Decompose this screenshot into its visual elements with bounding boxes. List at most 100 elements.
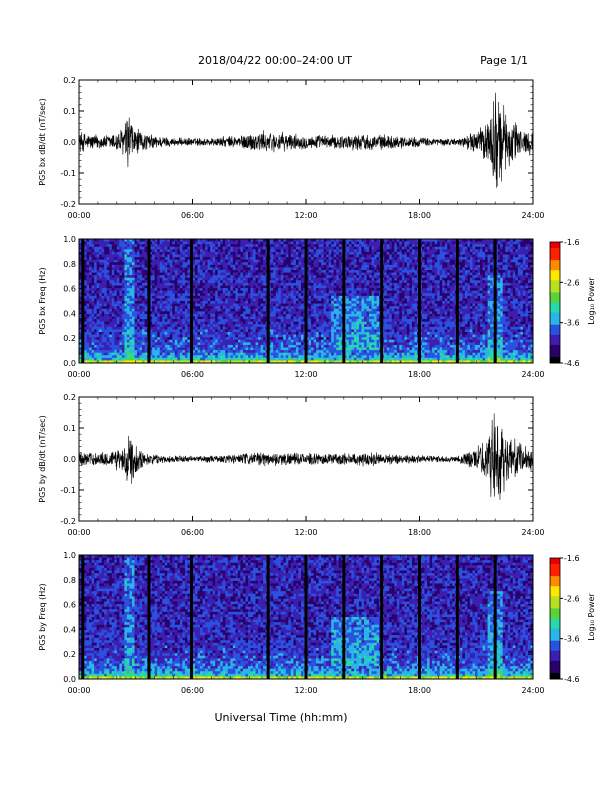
spectrogram-cell [295, 355, 299, 359]
spectrogram-cell [184, 251, 188, 255]
spectrogram-cell [149, 301, 153, 304]
spectrogram-cell [124, 360, 128, 364]
spectrogram-cell [99, 262, 103, 266]
spectrogram-cell [285, 264, 289, 268]
spectrogram-cell [152, 282, 156, 286]
spectrogram-cell [227, 303, 231, 307]
spectrogram-cell [96, 306, 100, 310]
spectrogram-cell [253, 301, 256, 304]
spectrogram-cell [131, 270, 135, 273]
spectrogram-cell [111, 285, 115, 289]
spectrogram-cell [86, 277, 90, 281]
spectrogram-cell [89, 298, 93, 302]
spectrogram-cell [308, 326, 312, 330]
spectrogram-cell [99, 352, 103, 356]
spectrogram-cell [247, 277, 251, 281]
spectrogram-cell [245, 324, 249, 328]
spectrogram-cell [227, 308, 231, 312]
spectrogram-cell [169, 272, 173, 276]
spectrogram-cell [230, 293, 234, 297]
spectrogram-cell [200, 344, 203, 348]
spectrogram-cell [139, 262, 143, 266]
spectrogram-cell [202, 339, 206, 343]
spectrogram-cell [215, 277, 219, 281]
spectrogram-cell [285, 332, 289, 335]
spectrogram-cell [255, 285, 259, 289]
spectrogram-cell [328, 267, 332, 271]
spectrogram-cell [313, 311, 317, 315]
spectrogram-cell [222, 272, 226, 276]
spectrogram-cell [202, 264, 206, 268]
spectrogram-cell [230, 332, 234, 335]
spectrogram-cell [179, 298, 183, 302]
spectrogram-cell [114, 303, 118, 307]
spectrogram-cell [129, 360, 133, 364]
spectrogram-cell [111, 249, 115, 253]
spectrogram-cell [131, 303, 135, 307]
spectrogram-cell [101, 277, 105, 281]
spectrogram-cell [220, 319, 224, 323]
spectrogram-cell [139, 337, 143, 341]
spectrogram-cell [96, 301, 100, 304]
spectrogram-cell [326, 347, 330, 351]
spectrogram-cell [300, 329, 304, 333]
spectrogram-cell [159, 239, 163, 242]
spectrogram-cell [137, 239, 140, 242]
spectrogram-cell [263, 241, 267, 245]
spectrogram-cell [159, 347, 163, 351]
spectrogram-cell [192, 246, 196, 250]
spectrogram-cell [142, 262, 145, 266]
spectrogram-cell [172, 293, 176, 297]
spectrogram-cell [144, 339, 148, 343]
spectrogram-cell [247, 264, 251, 268]
spectrogram-cell [114, 251, 118, 255]
spectrogram-cell [275, 308, 279, 312]
spectrogram-cell [227, 326, 231, 330]
spectrogram-cell [131, 339, 135, 343]
spectrogram-cell [230, 277, 234, 281]
spectrogram-cell [202, 254, 206, 258]
spectrogram-cell [86, 329, 90, 333]
spectrogram-cell [230, 344, 234, 348]
spectrogram-cell [137, 334, 140, 338]
spectrogram-cell [134, 275, 138, 279]
spectrogram-cell [126, 285, 130, 289]
spectrogram-cell [331, 293, 335, 297]
spectrogram-cell [212, 293, 216, 297]
spectrogram-cell [152, 285, 156, 289]
spectrogram-cell [273, 332, 277, 335]
spectrogram-cell [195, 342, 198, 346]
spectrogram-cell [192, 329, 196, 333]
spectrogram-cell [323, 280, 327, 284]
spectrogram-cell [200, 347, 203, 351]
spectrogram-cell [227, 301, 231, 304]
spectrogram-cell [237, 350, 241, 354]
spectrogram-cell [91, 264, 95, 268]
spectrogram-cell [159, 352, 163, 356]
spectrogram-cell [207, 295, 211, 299]
spectrogram-cell [240, 352, 244, 356]
spectrogram-cell [111, 280, 115, 284]
spectrogram-cell [313, 251, 317, 255]
spectrogram-cell [89, 350, 93, 354]
spectrogram-cell [283, 352, 287, 356]
spectrogram-cell [253, 267, 256, 271]
spectrogram-cell [311, 270, 314, 273]
spectrogram-cell [109, 326, 113, 330]
spectrogram-cell [182, 344, 186, 348]
spectrogram-cell [308, 316, 312, 320]
spectrogram-cell [84, 277, 87, 281]
spectrogram-cell [212, 311, 216, 315]
spectrogram-cell [111, 288, 115, 292]
spectrogram-cell [242, 239, 246, 242]
spectrogram-cell [207, 316, 211, 320]
spectrogram-cell [321, 360, 325, 364]
spectrogram-cell [278, 334, 282, 338]
spectrogram-cell [220, 347, 224, 351]
spectrogram-cell [263, 244, 267, 248]
spectrogram-cell [328, 347, 332, 351]
spectrogram-cell [318, 272, 322, 276]
spectrogram-cell [290, 316, 294, 320]
spectrogram-cell [179, 337, 183, 341]
spectrogram-cell [129, 295, 133, 299]
